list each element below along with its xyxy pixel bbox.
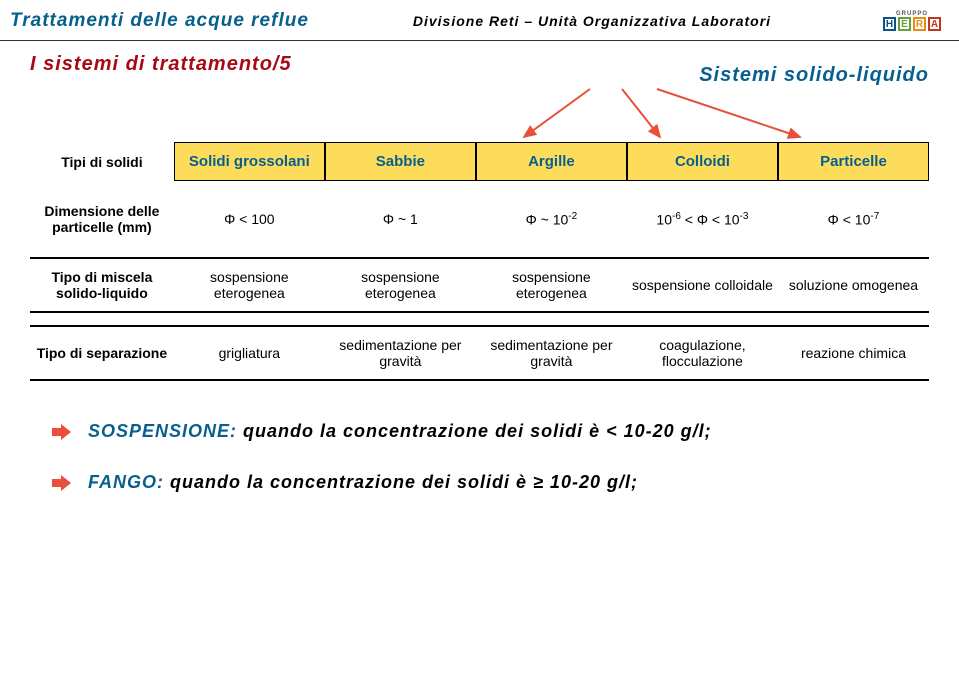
cat-particelle: Particelle [778,142,929,181]
dim-3: 10-6 < Φ < 10-3 [627,193,778,245]
bullet-text-1: SOSPENSIONE: quando la concentrazione de… [88,421,712,442]
cat-sabbie: Sabbie [325,142,476,181]
sep-0: grigliatura [174,325,325,381]
sep-2: sedimentazione per gravità [476,325,627,381]
mix-0: sospensione eterogenea [174,257,325,313]
sep-3: coagulazione, flocculazione [627,325,778,381]
arrows-svg [30,87,929,142]
mix-1: sospensione eterogenea [325,257,476,313]
mix-2: sospensione eterogenea [476,257,627,313]
logo-letter-h: H [883,17,896,31]
solids-table: Tipi di solidi Solidi grossolani Sabbie … [30,142,929,381]
logo-letter-e: E [898,17,911,31]
row-separation: Tipo di separazione grigliatura sediment… [30,325,929,381]
content-area: I sistemi di trattamento/5 Sistemi solid… [0,41,959,533]
row-label-dimensione: Dimensione delle particelle (mm) [30,193,174,245]
sep-4: reazione chimica [778,325,929,381]
arrow-line-3 [657,89,800,137]
arrow-line-2 [622,89,660,137]
bullet-rest-1: quando la concentrazione dei solidi è < … [237,421,712,441]
row-label-separazione: Tipo di separazione [30,325,174,381]
hera-logo: GRUPPO H E R A [875,6,949,36]
dim-0: Φ < 100 [174,193,325,245]
bullet-key-1: SOSPENSIONE: [88,421,237,441]
header-mid-title: Divisione Reti – Unità Organizzativa Lab… [413,13,771,29]
row-categories: Tipi di solidi Solidi grossolani Sabbie … [30,142,929,181]
row-dimensions: Dimensione delle particelle (mm) Φ < 100… [30,193,929,245]
row-mixture: Tipo di miscela solido-liquido sospensio… [30,257,929,313]
bullet-text-2: FANGO: quando la concentrazione dei soli… [88,472,638,493]
dim-1: Φ ~ 1 [325,193,476,245]
header-left-title: Trattamenti delle acque reflue [10,10,309,32]
cat-argille: Argille [476,142,627,181]
arrows-row [30,87,929,142]
bullet-arrow-icon [52,424,70,440]
mix-3: sospensione colloidale [627,257,778,313]
bullets: SOSPENSIONE: quando la concentrazione de… [30,421,929,493]
row-label-tipi: Tipi di solidi [30,142,174,181]
logo-letters-row: H E R A [883,17,941,31]
bullet-key-2: FANGO: [88,472,164,492]
dim-4: Φ < 10-7 [778,193,929,245]
mix-4: soluzione omogenea [778,257,929,313]
arrow-line-1 [524,89,590,137]
cat-solidi-grossolani: Solidi grossolani [174,142,325,181]
bullet-fango: FANGO: quando la concentrazione dei soli… [30,472,929,493]
bullet-arrow-icon-2 [52,475,70,491]
row-label-miscela: Tipo di miscela solido-liquido [30,257,174,313]
logo-letter-a: A [928,17,941,31]
header-bar: Trattamenti delle acque reflue Divisione… [0,0,959,41]
table-wrap: Tipi di solidi Solidi grossolani Sabbie … [30,142,929,381]
bullet-rest-2: quando la concentrazione dei solidi è ≥ … [164,472,638,492]
bullet-sospensione: SOSPENSIONE: quando la concentrazione de… [30,421,929,442]
sep-1: sedimentazione per gravità [325,325,476,381]
dim-2: Φ ~ 10-2 [476,193,627,245]
cat-colloidi: Colloidi [627,142,778,181]
logo-letter-r: R [913,17,926,31]
